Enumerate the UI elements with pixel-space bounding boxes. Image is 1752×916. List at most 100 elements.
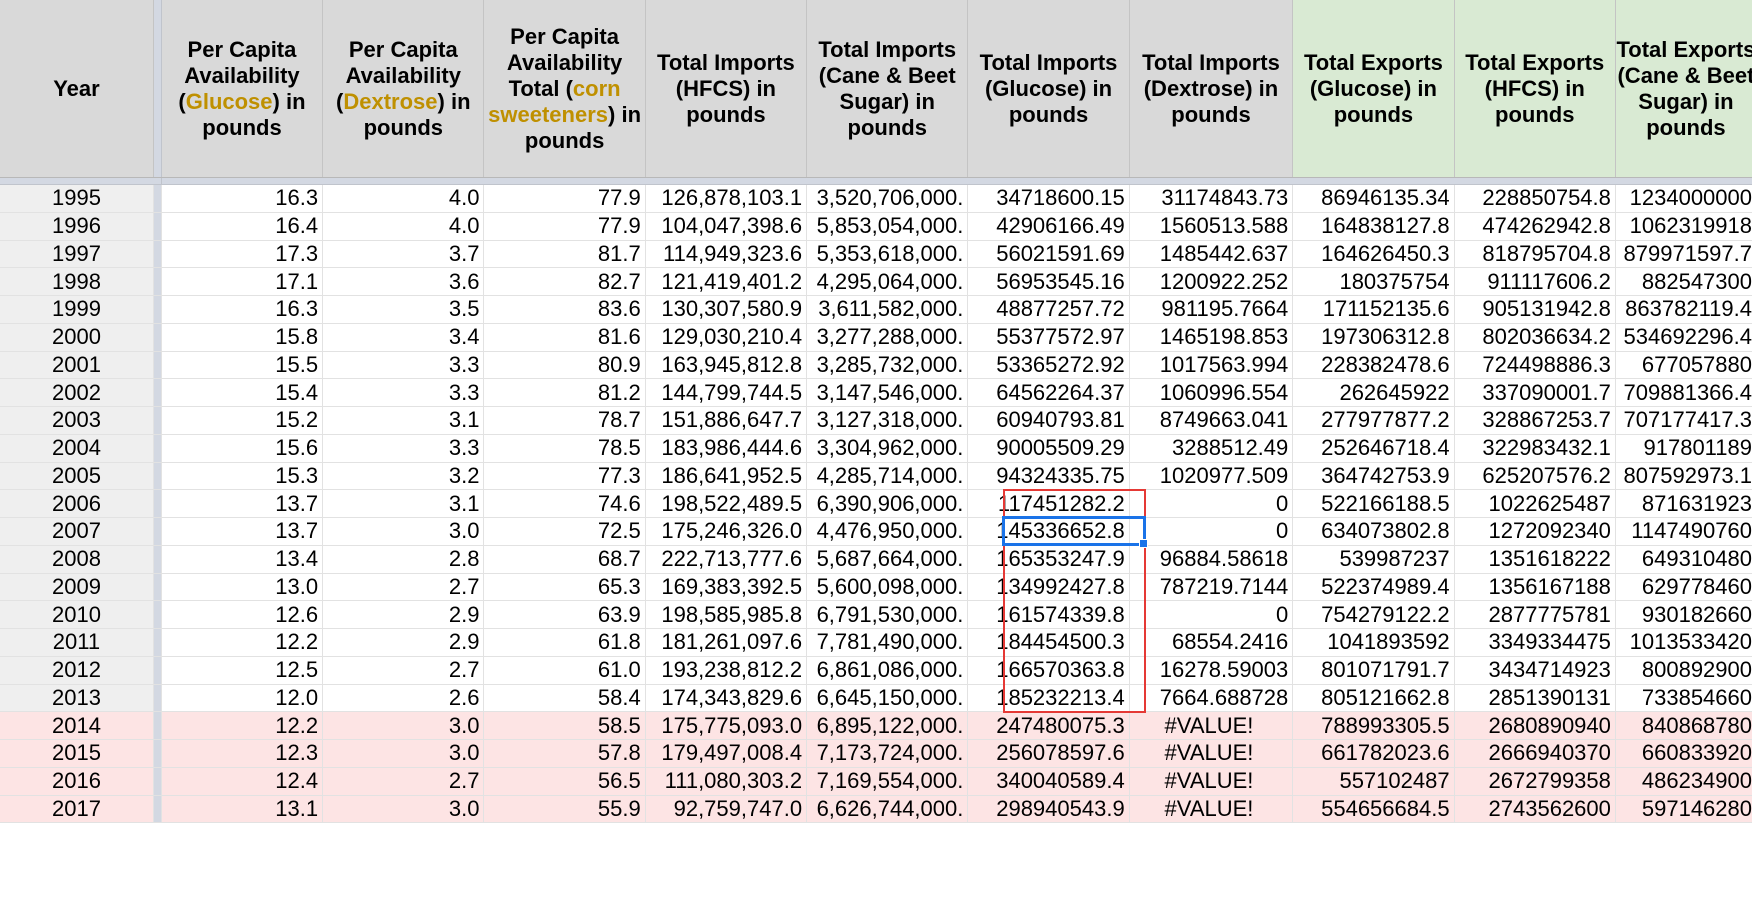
cell-exports-glucose[interactable]: 171152135.6 [1292, 295, 1455, 324]
cell-year[interactable]: 2015 [0, 739, 154, 768]
cell-imports-cane-beet[interactable]: 5,353,618,000. [806, 240, 969, 269]
cell-year[interactable]: 2000 [0, 323, 154, 352]
cell-imports-dextrose[interactable]: 16278.59003 [1129, 656, 1294, 685]
cell-imports-hfcs[interactable]: 144,799,744.5 [645, 378, 808, 407]
cell-per-capita-dextrose[interactable]: 2.8 [322, 545, 485, 574]
cell-per-capita-glucose[interactable]: 12.4 [161, 767, 324, 796]
cell-exports-cane-beet[interactable]: 629778460 [1615, 573, 1752, 602]
header-imports-glucose[interactable]: Total Imports (Glucose) in pounds [967, 0, 1130, 178]
cell-exports-glucose[interactable]: 164838127.8 [1292, 212, 1455, 241]
cell-exports-cane-beet[interactable]: 486234900 [1615, 767, 1752, 796]
cell-exports-hfcs[interactable]: 2743562600 [1454, 795, 1616, 824]
cell-year[interactable]: 2002 [0, 378, 154, 407]
cell-imports-hfcs[interactable]: 92,759,747.0 [645, 795, 808, 824]
cell-exports-hfcs[interactable]: 474262942.8 [1454, 212, 1616, 241]
cell-imports-dextrose[interactable]: #VALUE! [1129, 711, 1294, 740]
cell-exports-cane-beet[interactable]: 1062319918 [1615, 212, 1752, 241]
cell-imports-dextrose[interactable]: 1060996.554 [1129, 378, 1294, 407]
cell-exports-hfcs[interactable]: 802036634.2 [1454, 323, 1616, 352]
cell-imports-glucose[interactable]: 56953545.16 [967, 267, 1130, 296]
cell-per-capita-glucose[interactable]: 13.1 [161, 795, 324, 824]
cell-exports-glucose[interactable]: 277977877.2 [1292, 406, 1455, 435]
cell-imports-dextrose[interactable]: 1485442.637 [1129, 240, 1294, 269]
cell-exports-hfcs[interactable]: 1351618222 [1454, 545, 1616, 574]
cell-imports-dextrose[interactable]: #VALUE! [1129, 739, 1294, 768]
cell-per-capita-corn[interactable]: 58.4 [483, 684, 646, 713]
cell-per-capita-glucose[interactable]: 13.4 [161, 545, 324, 574]
cell-per-capita-corn[interactable]: 68.7 [483, 545, 646, 574]
header-imports-hfcs[interactable]: Total Imports (HFCS) in pounds [645, 0, 808, 178]
cell-imports-hfcs[interactable]: 179,497,008.4 [645, 739, 808, 768]
cell-per-capita-corn[interactable]: 77.9 [483, 184, 646, 213]
cell-exports-cane-beet[interactable]: 871631923 [1615, 489, 1752, 518]
cell-imports-dextrose[interactable]: 0 [1129, 489, 1294, 518]
cell-imports-dextrose[interactable]: 1020977.509 [1129, 462, 1294, 491]
cell-per-capita-glucose[interactable]: 13.7 [161, 517, 324, 546]
cell-per-capita-glucose[interactable]: 12.0 [161, 684, 324, 713]
cell-imports-cane-beet[interactable]: 3,304,962,000. [806, 434, 969, 463]
cell-per-capita-corn[interactable]: 81.7 [483, 240, 646, 269]
cell-imports-glucose[interactable]: 166570363.8 [967, 656, 1130, 685]
header-year[interactable]: Year [0, 0, 154, 178]
cell-imports-cane-beet[interactable]: 4,285,714,000. [806, 462, 969, 491]
cell-imports-glucose[interactable]: 247480075.3 [967, 711, 1130, 740]
cell-imports-cane-beet[interactable]: 6,791,530,000. [806, 600, 969, 629]
cell-exports-glucose[interactable]: 788993305.5 [1292, 711, 1455, 740]
cell-per-capita-corn[interactable]: 61.8 [483, 628, 646, 657]
cell-exports-glucose[interactable]: 252646718.4 [1292, 434, 1455, 463]
cell-per-capita-corn[interactable]: 77.9 [483, 212, 646, 241]
cell-imports-glucose[interactable]: 53365272.92 [967, 351, 1130, 380]
cell-exports-cane-beet[interactable]: 863782119.4 [1615, 295, 1752, 324]
cell-exports-hfcs[interactable]: 625207576.2 [1454, 462, 1616, 491]
cell-exports-glucose[interactable]: 557102487 [1292, 767, 1455, 796]
cell-imports-glucose[interactable]: 94324335.75 [967, 462, 1130, 491]
cell-imports-dextrose[interactable]: 1560513.588 [1129, 212, 1294, 241]
cell-per-capita-corn[interactable]: 82.7 [483, 267, 646, 296]
cell-exports-cane-beet[interactable]: 709881366.4 [1615, 378, 1752, 407]
cell-exports-cane-beet[interactable]: 677057880 [1615, 351, 1752, 380]
cell-imports-glucose[interactable]: 56021591.69 [967, 240, 1130, 269]
header-per-capita-dextrose[interactable]: Per Capita Availability (Dextrose) in po… [322, 0, 485, 178]
cell-imports-cane-beet[interactable]: 6,895,122,000. [806, 711, 969, 740]
cell-exports-hfcs[interactable]: 2666940370 [1454, 739, 1616, 768]
cell-per-capita-glucose[interactable]: 12.3 [161, 739, 324, 768]
cell-imports-cane-beet[interactable]: 6,390,906,000. [806, 489, 969, 518]
cell-per-capita-glucose[interactable]: 15.4 [161, 378, 324, 407]
cell-year[interactable]: 2007 [0, 517, 154, 546]
cell-per-capita-corn[interactable]: 65.3 [483, 573, 646, 602]
cell-imports-dextrose[interactable]: 96884.58618 [1129, 545, 1294, 574]
cell-exports-glucose[interactable]: 805121662.8 [1292, 684, 1455, 713]
cell-imports-cane-beet[interactable]: 3,277,288,000. [806, 323, 969, 352]
cell-exports-hfcs[interactable]: 228850754.8 [1454, 184, 1616, 213]
cell-imports-glucose[interactable]: 34718600.15 [967, 184, 1130, 213]
cell-exports-cane-beet[interactable]: 1147490760 [1615, 517, 1752, 546]
cell-imports-glucose[interactable]: 64562264.37 [967, 378, 1130, 407]
cell-year[interactable]: 1999 [0, 295, 154, 324]
cell-imports-cane-beet[interactable]: 7,781,490,000. [806, 628, 969, 657]
cell-exports-cane-beet[interactable]: 917801189 [1615, 434, 1752, 463]
cell-per-capita-corn[interactable]: 72.5 [483, 517, 646, 546]
cell-exports-cane-beet[interactable]: 534692296.4 [1615, 323, 1752, 352]
cell-per-capita-corn[interactable]: 55.9 [483, 795, 646, 824]
cell-imports-hfcs[interactable]: 198,585,985.8 [645, 600, 808, 629]
cell-per-capita-dextrose[interactable]: 3.0 [322, 711, 485, 740]
cell-per-capita-corn[interactable]: 78.7 [483, 406, 646, 435]
cell-year[interactable]: 2003 [0, 406, 154, 435]
cell-per-capita-corn[interactable]: 81.2 [483, 378, 646, 407]
cell-per-capita-glucose[interactable]: 15.3 [161, 462, 324, 491]
cell-exports-hfcs[interactable]: 905131942.8 [1454, 295, 1616, 324]
cell-per-capita-corn[interactable]: 61.0 [483, 656, 646, 685]
cell-imports-hfcs[interactable]: 181,261,097.6 [645, 628, 808, 657]
cell-imports-hfcs[interactable]: 114,949,323.6 [645, 240, 808, 269]
cell-exports-glucose[interactable]: 634073802.8 [1292, 517, 1455, 546]
cell-imports-cane-beet[interactable]: 6,626,744,000. [806, 795, 969, 824]
cell-year[interactable]: 2017 [0, 795, 154, 824]
cell-exports-hfcs[interactable]: 1022625487 [1454, 489, 1616, 518]
cell-imports-hfcs[interactable]: 121,419,401.2 [645, 267, 808, 296]
cell-imports-hfcs[interactable]: 111,080,303.2 [645, 767, 808, 796]
cell-imports-hfcs[interactable]: 151,886,647.7 [645, 406, 808, 435]
cell-per-capita-glucose[interactable]: 17.3 [161, 240, 324, 269]
cell-exports-hfcs[interactable]: 1356167188 [1454, 573, 1616, 602]
cell-per-capita-glucose[interactable]: 16.3 [161, 295, 324, 324]
cell-per-capita-dextrose[interactable]: 3.4 [322, 323, 485, 352]
